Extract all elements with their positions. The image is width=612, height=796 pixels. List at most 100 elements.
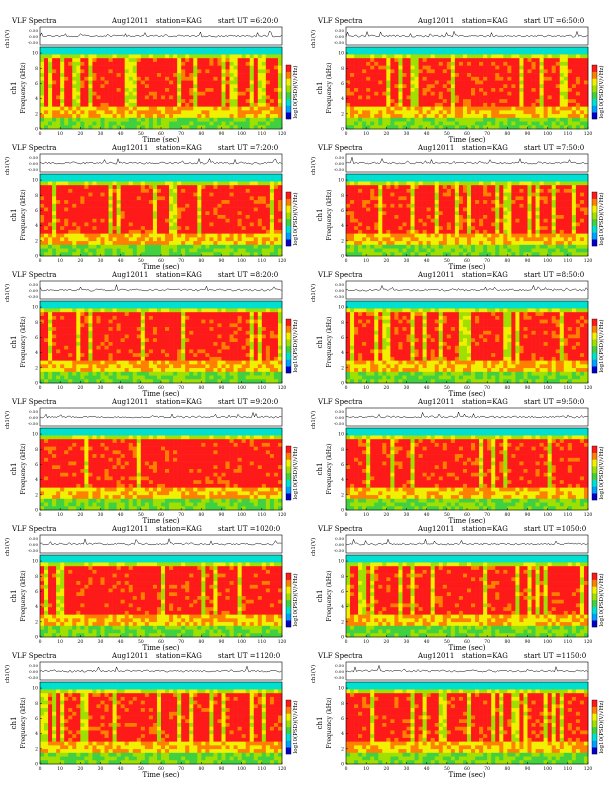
spectrogram-cell: [52, 118, 56, 122]
spectrogram-cell: [382, 51, 386, 55]
spectrogram-cell: [483, 95, 487, 99]
spectrogram-cell: [423, 226, 427, 230]
spectrogram-cell: [407, 215, 411, 219]
spectrogram-cell: [274, 118, 278, 122]
spectrogram-cell: [374, 47, 378, 51]
spectrogram-cell: [390, 211, 394, 215]
spectrogram-cell: [366, 92, 370, 96]
spectrogram-cell: [511, 51, 515, 55]
spectrogram-cell: [238, 122, 242, 126]
spectrogram-cell: [568, 107, 572, 111]
spectrogram-cell: [173, 58, 177, 62]
spectrogram-cell: [443, 252, 447, 256]
spectrogram-cell: [423, 62, 427, 66]
spectrogram-cell: [423, 219, 427, 223]
spectrogram-cell: [378, 226, 382, 230]
spectrogram-cell: [52, 77, 56, 81]
spectrogram-cell: [544, 107, 548, 111]
spectrogram-cell: [230, 208, 234, 212]
spectrogram-cell: [366, 174, 370, 178]
spectrogram-cell: [262, 252, 266, 256]
spectrogram-cell: [76, 81, 80, 85]
spectrogram-cell: [60, 84, 64, 88]
spectrogram-cell: [161, 73, 165, 77]
spectrogram-cell: [350, 234, 354, 238]
spectrogram-cell: [96, 237, 100, 241]
spectrogram-cell: [270, 58, 274, 62]
spectrogram-cell: [528, 73, 532, 77]
spectrogram-cell: [350, 219, 354, 223]
spectrogram-cell: [105, 73, 109, 77]
spectrogram-cell: [402, 249, 406, 253]
spectrogram-cell: [121, 110, 125, 114]
spectrogram-cell: [121, 114, 125, 118]
spectrogram-cell: [362, 99, 366, 103]
spectrogram-cell: [471, 81, 475, 85]
spectrogram-cell: [402, 62, 406, 66]
spectrogram-cell: [185, 107, 189, 111]
spectrogram-cell: [222, 189, 226, 193]
spectrogram-cell: [92, 122, 96, 126]
spectrogram-cell: [419, 62, 423, 66]
spectrogram-cell: [250, 226, 254, 230]
spectrogram-cell: [217, 58, 221, 62]
spectrogram-cell: [411, 73, 415, 77]
spectrogram-cell: [129, 222, 133, 226]
spectrogram-cell: [121, 219, 125, 223]
spectrogram-cell: [394, 174, 398, 178]
colorbar-step: [286, 226, 291, 233]
spectrogram-cell: [48, 81, 52, 85]
spectrogram-cell: [346, 226, 350, 230]
spectrogram-cell: [483, 230, 487, 234]
spectrogram-cell: [374, 200, 378, 204]
spectrogram-cell: [80, 211, 84, 215]
spectrogram-cell: [427, 99, 431, 103]
spectrogram-cell: [398, 110, 402, 114]
spectrogram-cell: [101, 241, 105, 245]
spectrogram-cell: [205, 69, 209, 73]
spectrogram-cell: [44, 189, 48, 193]
spectrogram-cell: [193, 95, 197, 99]
x-tick-label: 90: [525, 131, 531, 137]
spectrogram-cell: [455, 208, 459, 212]
spectrogram-cell: [153, 245, 157, 249]
spectrogram-cell: [217, 226, 221, 230]
spectrogram-cell: [181, 51, 185, 55]
spectrogram-cell: [173, 88, 177, 92]
spectrogram-cell: [250, 69, 254, 73]
spectrogram-cell: [443, 219, 447, 223]
spectrogram-cell: [197, 84, 201, 88]
spectrogram-cell: [495, 118, 499, 122]
spectrogram-cell: [153, 234, 157, 238]
spectrogram-cell: [189, 204, 193, 208]
spectrogram-cell: [145, 84, 149, 88]
spectrogram-cell: [451, 69, 455, 73]
spectrogram-cell: [394, 211, 398, 215]
spectrogram-cell: [415, 208, 419, 212]
spectrogram-cell: [109, 208, 113, 212]
spectrogram-cell: [117, 107, 121, 111]
spectrogram-cell: [217, 200, 221, 204]
spectrogram-cell: [96, 241, 100, 245]
spectrogram-cell: [584, 114, 588, 118]
spectrogram-cell: [499, 92, 503, 96]
spectrogram-cell: [205, 81, 209, 85]
spectrogram-cell: [68, 226, 72, 230]
spectrogram-cell: [431, 211, 435, 215]
spectrogram-cell: [455, 189, 459, 193]
spectrogram-cell: [507, 99, 511, 103]
spectrogram-cell: [346, 114, 350, 118]
spectrogram-cell: [487, 110, 491, 114]
spectrogram-cell: [234, 58, 238, 62]
spectrogram-cell: [278, 193, 282, 197]
spectrogram-cell: [197, 114, 201, 118]
spectrogram-cell: [222, 92, 226, 96]
spectrogram-cell: [354, 249, 358, 253]
spectrogram-cell: [60, 174, 64, 178]
spectrogram-cell: [564, 118, 568, 122]
spectrogram-cell: [133, 208, 137, 212]
spectrogram-cell: [109, 237, 113, 241]
spectrogram-cell: [238, 249, 242, 253]
spectrogram-cell: [101, 81, 105, 85]
spectrogram-cell: [133, 99, 137, 103]
